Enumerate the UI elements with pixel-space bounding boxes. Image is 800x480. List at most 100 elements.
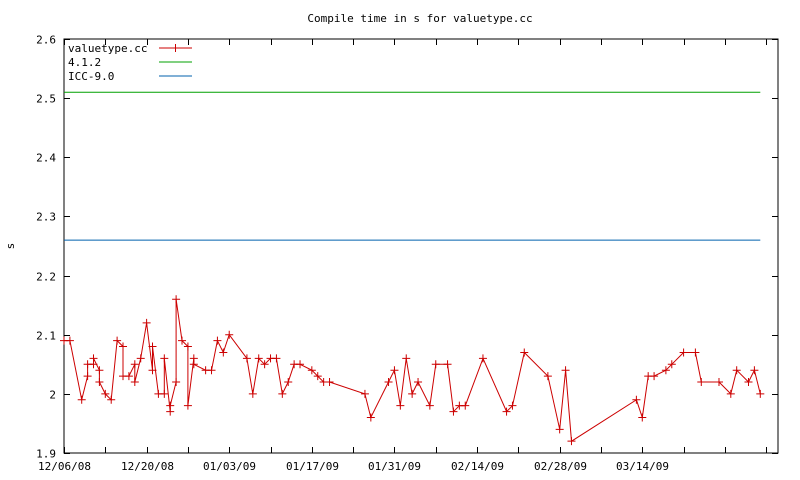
data-point bbox=[284, 378, 293, 387]
data-point bbox=[148, 366, 157, 375]
data-point bbox=[697, 378, 706, 387]
data-point bbox=[667, 360, 676, 369]
data-point bbox=[520, 348, 529, 357]
data-point bbox=[408, 389, 417, 398]
data-point bbox=[461, 401, 470, 410]
data-point bbox=[136, 354, 145, 363]
data-point bbox=[213, 336, 222, 345]
data-point bbox=[254, 354, 263, 363]
x-tick-label: 02/14/09 bbox=[451, 460, 504, 473]
data-point bbox=[360, 389, 369, 398]
legend-label-2: ICC-9.0 bbox=[68, 70, 114, 83]
data-point bbox=[130, 378, 139, 387]
y-tick-label: 2.3 bbox=[36, 211, 56, 224]
y-tick-label: 1.9 bbox=[36, 448, 56, 461]
data-point bbox=[119, 342, 128, 351]
data-point bbox=[89, 354, 98, 363]
data-point bbox=[95, 366, 104, 375]
data-point bbox=[172, 378, 181, 387]
legend-label-0: valuetype.cc bbox=[68, 42, 147, 55]
data-point bbox=[225, 330, 234, 339]
data-point bbox=[396, 401, 405, 410]
data-point bbox=[390, 366, 399, 375]
y-tick-label: 2.1 bbox=[36, 330, 56, 343]
x-tick-label: 01/31/09 bbox=[368, 460, 421, 473]
data-point bbox=[172, 295, 181, 304]
data-point bbox=[750, 366, 759, 375]
x-tick-label: 12/06/08 bbox=[38, 460, 91, 473]
data-point bbox=[160, 389, 169, 398]
x-tick-label: 01/17/09 bbox=[286, 460, 339, 473]
data-point bbox=[148, 342, 157, 351]
data-point bbox=[278, 389, 287, 398]
data-point bbox=[414, 378, 423, 387]
plot-frame bbox=[63, 38, 779, 454]
data-point bbox=[65, 336, 74, 345]
data-point bbox=[219, 348, 228, 357]
x-tick-label: 01/03/09 bbox=[203, 460, 256, 473]
data-point bbox=[178, 336, 187, 345]
data-point bbox=[160, 354, 169, 363]
data-point bbox=[325, 378, 334, 387]
data-point bbox=[189, 360, 198, 369]
data-point bbox=[449, 407, 458, 416]
data-point bbox=[679, 348, 688, 357]
y-axis-label: s bbox=[4, 243, 17, 250]
data-point bbox=[77, 395, 86, 404]
data-point bbox=[183, 342, 192, 351]
plot-area: 1.9 2 2.1 2.2 2.3 2.4 2.5 2.6 12/06/08 12/20/08 01… bbox=[36, 34, 779, 473]
data-point bbox=[732, 366, 741, 375]
data-point bbox=[248, 389, 257, 398]
data-point bbox=[101, 389, 110, 398]
data-point bbox=[113, 336, 122, 345]
data-point bbox=[260, 360, 269, 369]
legend-marker-0 bbox=[171, 44, 180, 52]
data-point bbox=[567, 437, 576, 446]
legend-label-1: 4.1.2 bbox=[68, 56, 101, 69]
y-tick-label: 2.5 bbox=[36, 93, 56, 106]
data-point bbox=[632, 395, 641, 404]
data-point bbox=[107, 395, 116, 404]
y-tick-label: 2.2 bbox=[36, 271, 56, 284]
data-point bbox=[207, 366, 216, 375]
data-point bbox=[508, 401, 517, 410]
chart-title: Compile time in s for valuetype.cc bbox=[307, 12, 532, 25]
data-point bbox=[307, 366, 316, 375]
data-point bbox=[443, 360, 452, 369]
data-point bbox=[744, 378, 753, 387]
data-point bbox=[366, 413, 375, 422]
y-tick-label: 2 bbox=[49, 389, 56, 402]
data-point bbox=[83, 372, 92, 381]
x-tick-label: 12/20/08 bbox=[121, 460, 174, 473]
data-point bbox=[756, 389, 765, 398]
series-line-0 bbox=[64, 299, 761, 443]
data-point bbox=[561, 366, 570, 375]
data-point bbox=[242, 354, 251, 363]
data-point bbox=[425, 401, 434, 410]
y-tick-label: 2.4 bbox=[36, 152, 56, 165]
data-point bbox=[431, 360, 440, 369]
data-point bbox=[650, 372, 659, 381]
data-point bbox=[502, 407, 511, 416]
data-point bbox=[638, 413, 647, 422]
data-point bbox=[95, 378, 104, 387]
data-point bbox=[691, 348, 700, 357]
x-tick-label: 03/14/09 bbox=[616, 460, 669, 473]
x-tick-label: 02/28/09 bbox=[534, 460, 587, 473]
data-point bbox=[402, 354, 411, 363]
y-tick-label: 2.6 bbox=[36, 34, 56, 47]
data-point bbox=[543, 372, 552, 381]
data-point bbox=[661, 366, 670, 375]
data-point bbox=[478, 354, 487, 363]
data-point bbox=[142, 318, 151, 327]
data-point bbox=[726, 389, 735, 398]
data-point bbox=[714, 378, 723, 387]
data-point bbox=[296, 360, 305, 369]
data-point bbox=[183, 401, 192, 410]
data-point bbox=[166, 401, 175, 410]
data-point bbox=[124, 372, 133, 381]
data-point bbox=[130, 360, 139, 369]
